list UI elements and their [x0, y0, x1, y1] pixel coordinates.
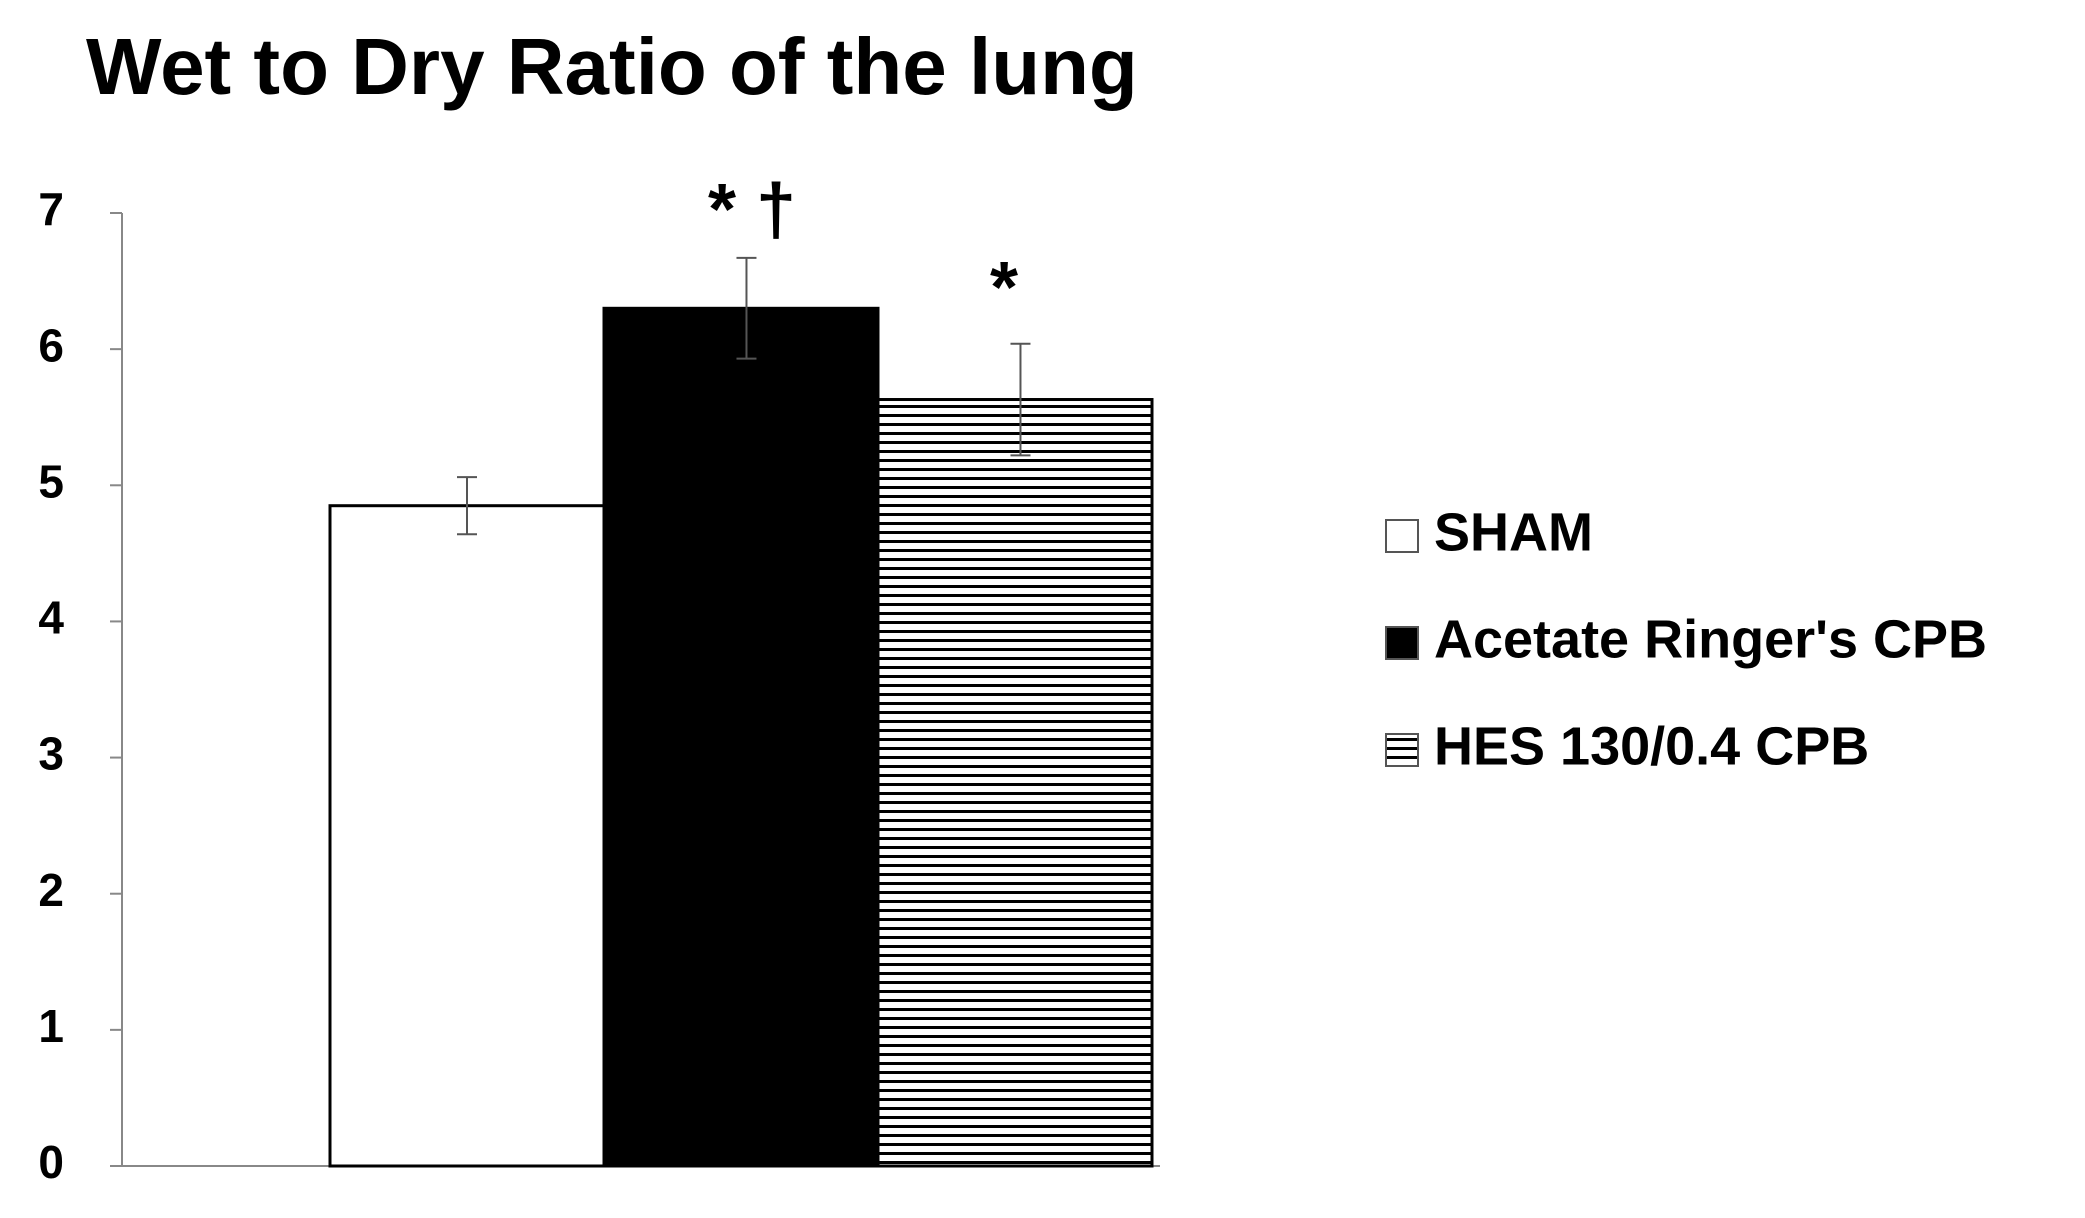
legend-label: SHAM — [1434, 502, 1593, 562]
legend-swatch — [1385, 733, 1419, 767]
bar — [328, 504, 606, 1168]
legend-label: Acetate Ringer's CPB — [1434, 609, 1987, 669]
y-tick-label: 5 — [38, 455, 64, 507]
bar — [876, 398, 1154, 1168]
y-tick-label: 1 — [38, 1000, 64, 1052]
bar — [602, 306, 880, 1168]
error-bar — [457, 476, 477, 536]
y-tick-label: 0 — [38, 1136, 64, 1188]
y-tick-label: 3 — [38, 728, 64, 780]
y-tick-label: 2 — [38, 864, 64, 916]
y-tick-label: 4 — [38, 592, 64, 644]
annotation: * † — [708, 170, 796, 250]
legend-swatch — [1385, 519, 1419, 553]
y-tick-label: 6 — [38, 319, 64, 371]
chart-title: Wet to Dry Ratio of the lung — [86, 22, 1138, 111]
legend-label: HES 130/0.4 CPB — [1434, 716, 1869, 776]
y-tick-label: 7 — [38, 183, 64, 235]
error-bar — [736, 256, 757, 360]
error-bar — [1010, 342, 1031, 457]
annotation: * — [990, 248, 1018, 328]
legend-swatch — [1385, 626, 1419, 660]
